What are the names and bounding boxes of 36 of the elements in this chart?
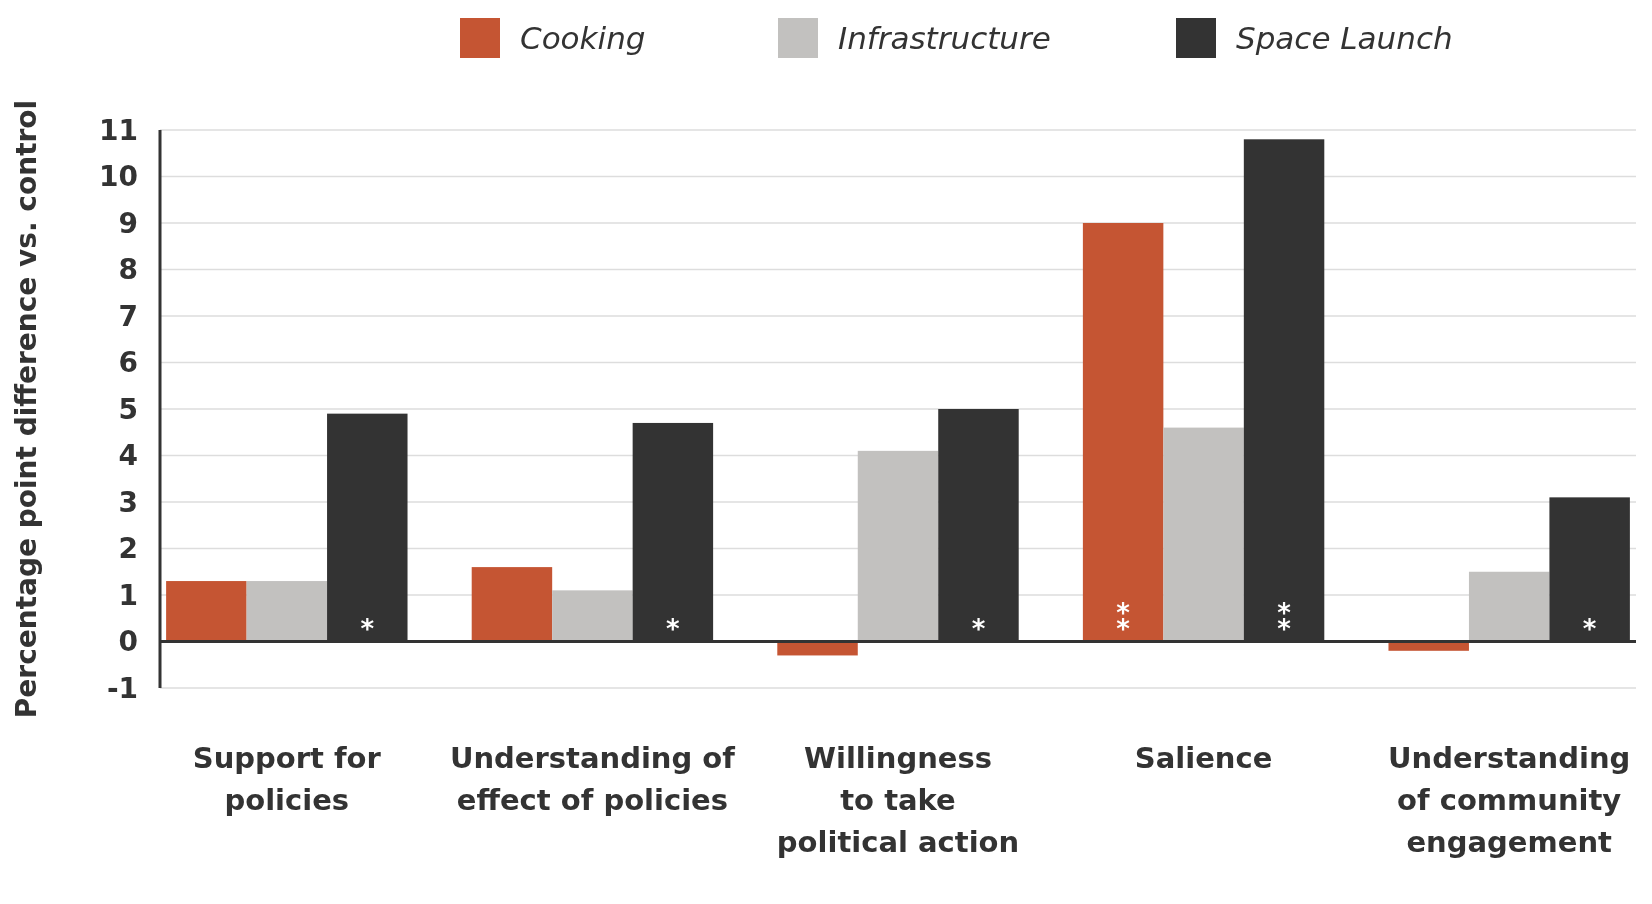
x-tick-label: Understanding of effect of policies — [449, 741, 736, 817]
bar — [471, 567, 553, 642]
y-tick-label: 5 — [118, 392, 138, 426]
legend-label: Cooking — [520, 19, 646, 56]
bar — [1163, 427, 1244, 642]
y-tick-label: 3 — [118, 485, 138, 519]
y-tick-label: 10 — [99, 160, 138, 194]
data-label: * — [360, 613, 375, 644]
bar — [857, 450, 939, 642]
y-tick-label: -1 — [106, 671, 138, 705]
data-label: * — [971, 613, 986, 644]
y-axis-title: Percentage point difference vs. control — [10, 99, 43, 719]
x-tick-label: Support for policies — [192, 741, 382, 817]
x-tick-label: Willingness to take political action — [776, 741, 1020, 859]
x-tick-label: Salience — [1134, 741, 1273, 775]
bar — [166, 581, 247, 642]
bar — [246, 581, 328, 642]
data-label: * — [666, 613, 681, 644]
data-label: ** — [1116, 597, 1131, 644]
y-tick-label: 2 — [118, 532, 138, 566]
y-tick-label: 9 — [118, 206, 138, 240]
bar — [1468, 571, 1550, 642]
legend-label: Infrastructure — [838, 19, 1051, 56]
y-tick-label: 6 — [118, 346, 138, 380]
x-tick-label: Understanding of community engagement — [1387, 741, 1631, 859]
data-label: ** — [1277, 597, 1292, 644]
bar — [552, 590, 633, 642]
y-tick-label: 4 — [118, 439, 138, 473]
y-tick-label: 7 — [118, 299, 138, 333]
legend-label: Space Launch — [1236, 19, 1453, 56]
data-label: * — [1582, 613, 1597, 644]
y-tick-label: 1 — [118, 578, 138, 612]
y-tick-label: 0 — [118, 625, 138, 659]
bar — [1082, 223, 1164, 642]
y-tick-label: 11 — [99, 113, 138, 147]
y-tick-label: 8 — [118, 253, 138, 287]
